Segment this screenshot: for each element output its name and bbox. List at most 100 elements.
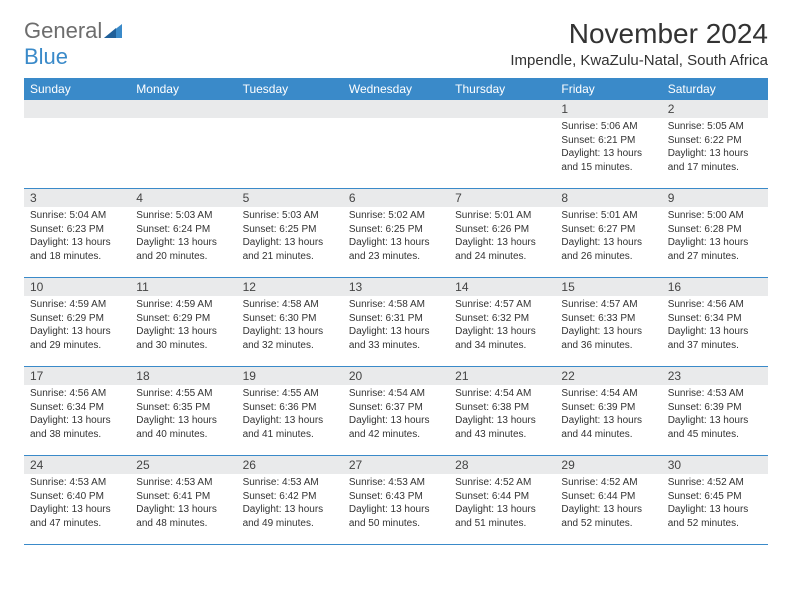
day-header-sun: Sunday [24, 78, 130, 100]
sunrise-text: Sunrise: 5:00 AM [668, 209, 762, 223]
cell-body [130, 118, 236, 124]
day-number: 4 [130, 189, 236, 207]
day-number [343, 100, 449, 118]
calendar-cell: 27Sunrise: 4:53 AMSunset: 6:43 PMDayligh… [343, 456, 449, 544]
day-number: 3 [24, 189, 130, 207]
daylight-text: Daylight: 13 hours and 37 minutes. [668, 325, 762, 352]
calendar-cell: 10Sunrise: 4:59 AMSunset: 6:29 PMDayligh… [24, 278, 130, 366]
sunrise-text: Sunrise: 5:03 AM [136, 209, 230, 223]
sunset-text: Sunset: 6:30 PM [243, 312, 337, 326]
cell-body: Sunrise: 5:03 AMSunset: 6:25 PMDaylight:… [237, 207, 343, 267]
calendar-week: 10Sunrise: 4:59 AMSunset: 6:29 PMDayligh… [24, 278, 768, 367]
day-number: 27 [343, 456, 449, 474]
cell-body [24, 118, 130, 124]
sunset-text: Sunset: 6:31 PM [349, 312, 443, 326]
logo-triangle-icon [104, 24, 122, 38]
calendar-cell: 3Sunrise: 5:04 AMSunset: 6:23 PMDaylight… [24, 189, 130, 277]
sunset-text: Sunset: 6:29 PM [30, 312, 124, 326]
cell-body: Sunrise: 4:55 AMSunset: 6:35 PMDaylight:… [130, 385, 236, 445]
day-number: 28 [449, 456, 555, 474]
header: General Blue November 2024 Impendle, Kwa… [24, 18, 768, 70]
cell-body: Sunrise: 4:53 AMSunset: 6:42 PMDaylight:… [237, 474, 343, 534]
sunrise-text: Sunrise: 4:55 AM [136, 387, 230, 401]
daylight-text: Daylight: 13 hours and 42 minutes. [349, 414, 443, 441]
daylight-text: Daylight: 13 hours and 32 minutes. [243, 325, 337, 352]
cell-body: Sunrise: 4:52 AMSunset: 6:44 PMDaylight:… [555, 474, 661, 534]
cell-body: Sunrise: 4:53 AMSunset: 6:40 PMDaylight:… [24, 474, 130, 534]
cell-body: Sunrise: 4:54 AMSunset: 6:38 PMDaylight:… [449, 385, 555, 445]
sunset-text: Sunset: 6:34 PM [668, 312, 762, 326]
calendar-cell: 8Sunrise: 5:01 AMSunset: 6:27 PMDaylight… [555, 189, 661, 277]
cell-body: Sunrise: 5:04 AMSunset: 6:23 PMDaylight:… [24, 207, 130, 267]
sunset-text: Sunset: 6:36 PM [243, 401, 337, 415]
day-number [237, 100, 343, 118]
daylight-text: Daylight: 13 hours and 23 minutes. [349, 236, 443, 263]
sunrise-text: Sunrise: 4:59 AM [136, 298, 230, 312]
calendar-cell: 21Sunrise: 4:54 AMSunset: 6:38 PMDayligh… [449, 367, 555, 455]
day-number: 26 [237, 456, 343, 474]
sunrise-text: Sunrise: 5:02 AM [349, 209, 443, 223]
cell-body: Sunrise: 4:55 AMSunset: 6:36 PMDaylight:… [237, 385, 343, 445]
cell-body: Sunrise: 5:01 AMSunset: 6:26 PMDaylight:… [449, 207, 555, 267]
sunrise-text: Sunrise: 4:54 AM [561, 387, 655, 401]
sunset-text: Sunset: 6:29 PM [136, 312, 230, 326]
day-number: 8 [555, 189, 661, 207]
sunrise-text: Sunrise: 4:54 AM [455, 387, 549, 401]
calendar-cell: 14Sunrise: 4:57 AMSunset: 6:32 PMDayligh… [449, 278, 555, 366]
calendar-cell: 24Sunrise: 4:53 AMSunset: 6:40 PMDayligh… [24, 456, 130, 544]
sunset-text: Sunset: 6:44 PM [561, 490, 655, 504]
sunset-text: Sunset: 6:35 PM [136, 401, 230, 415]
day-header-mon: Monday [130, 78, 236, 100]
daylight-text: Daylight: 13 hours and 50 minutes. [349, 503, 443, 530]
cell-body: Sunrise: 4:52 AMSunset: 6:44 PMDaylight:… [449, 474, 555, 534]
day-number: 19 [237, 367, 343, 385]
cell-body [343, 118, 449, 124]
sunrise-text: Sunrise: 5:03 AM [243, 209, 337, 223]
day-number: 11 [130, 278, 236, 296]
calendar-cell: 15Sunrise: 4:57 AMSunset: 6:33 PMDayligh… [555, 278, 661, 366]
daylight-text: Daylight: 13 hours and 47 minutes. [30, 503, 124, 530]
sunrise-text: Sunrise: 5:06 AM [561, 120, 655, 134]
month-title: November 2024 [510, 18, 768, 50]
sunset-text: Sunset: 6:40 PM [30, 490, 124, 504]
daylight-text: Daylight: 13 hours and 26 minutes. [561, 236, 655, 263]
sunset-text: Sunset: 6:25 PM [243, 223, 337, 237]
day-number: 25 [130, 456, 236, 474]
cell-body: Sunrise: 4:59 AMSunset: 6:29 PMDaylight:… [130, 296, 236, 356]
day-number: 21 [449, 367, 555, 385]
sunset-text: Sunset: 6:41 PM [136, 490, 230, 504]
sunset-text: Sunset: 6:22 PM [668, 134, 762, 148]
calendar-cell [237, 100, 343, 188]
cell-body: Sunrise: 5:01 AMSunset: 6:27 PMDaylight:… [555, 207, 661, 267]
calendar-cell: 11Sunrise: 4:59 AMSunset: 6:29 PMDayligh… [130, 278, 236, 366]
sunset-text: Sunset: 6:33 PM [561, 312, 655, 326]
sunrise-text: Sunrise: 5:01 AM [455, 209, 549, 223]
day-number: 1 [555, 100, 661, 118]
daylight-text: Daylight: 13 hours and 44 minutes. [561, 414, 655, 441]
calendar-cell [343, 100, 449, 188]
sunrise-text: Sunrise: 4:57 AM [561, 298, 655, 312]
calendar-cell: 6Sunrise: 5:02 AMSunset: 6:25 PMDaylight… [343, 189, 449, 277]
day-number [24, 100, 130, 118]
logo-text-general: General [24, 18, 102, 43]
cell-body: Sunrise: 5:03 AMSunset: 6:24 PMDaylight:… [130, 207, 236, 267]
day-number: 9 [662, 189, 768, 207]
daylight-text: Daylight: 13 hours and 29 minutes. [30, 325, 124, 352]
day-number: 10 [24, 278, 130, 296]
calendar-cell: 17Sunrise: 4:56 AMSunset: 6:34 PMDayligh… [24, 367, 130, 455]
calendar-cell: 28Sunrise: 4:52 AMSunset: 6:44 PMDayligh… [449, 456, 555, 544]
daylight-text: Daylight: 13 hours and 33 minutes. [349, 325, 443, 352]
day-number: 17 [24, 367, 130, 385]
sunset-text: Sunset: 6:23 PM [30, 223, 124, 237]
day-number: 6 [343, 189, 449, 207]
day-header-tue: Tuesday [237, 78, 343, 100]
daylight-text: Daylight: 13 hours and 15 minutes. [561, 147, 655, 174]
cell-body: Sunrise: 4:54 AMSunset: 6:37 PMDaylight:… [343, 385, 449, 445]
sunrise-text: Sunrise: 4:52 AM [561, 476, 655, 490]
daylight-text: Daylight: 13 hours and 51 minutes. [455, 503, 549, 530]
sunset-text: Sunset: 6:37 PM [349, 401, 443, 415]
calendar-cell: 7Sunrise: 5:01 AMSunset: 6:26 PMDaylight… [449, 189, 555, 277]
cell-body: Sunrise: 4:56 AMSunset: 6:34 PMDaylight:… [24, 385, 130, 445]
title-block: November 2024 Impendle, KwaZulu-Natal, S… [510, 18, 768, 69]
day-number: 13 [343, 278, 449, 296]
